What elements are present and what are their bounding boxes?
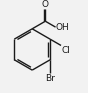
Text: OH: OH	[56, 23, 70, 32]
Text: Cl: Cl	[61, 46, 70, 55]
Text: Br: Br	[45, 74, 55, 83]
Text: O: O	[42, 0, 49, 9]
